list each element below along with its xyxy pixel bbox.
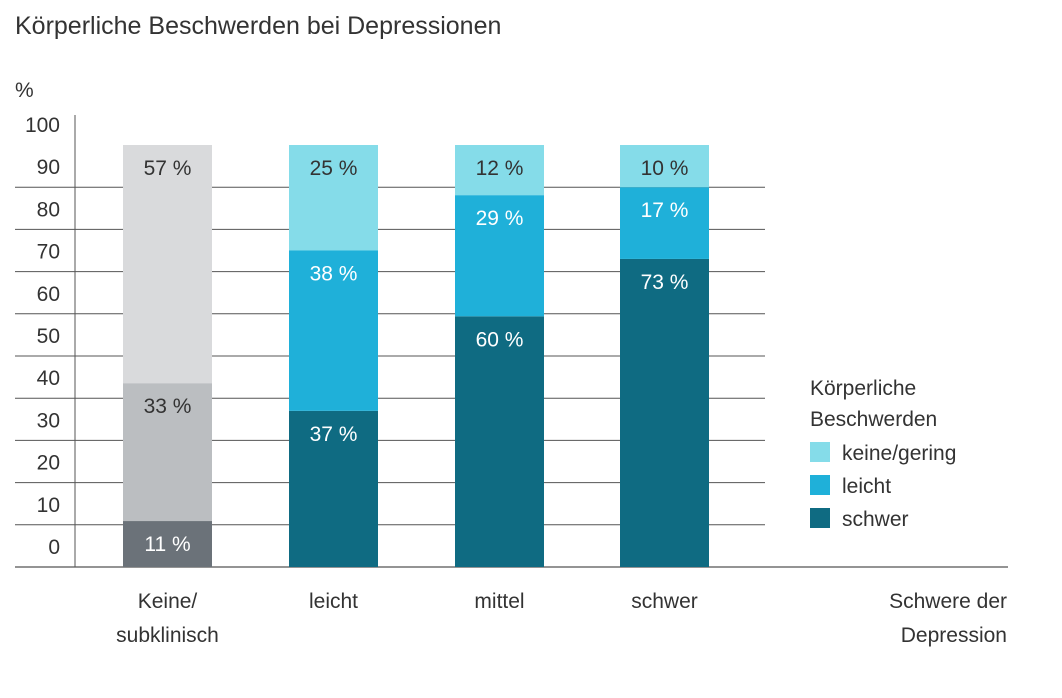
data-label: 25 % (310, 157, 358, 180)
bar-segment-leicht (289, 250, 378, 411)
bar-segment-schwer (620, 258, 709, 567)
chart-title: Körperliche Beschwerden bei Depressionen (15, 12, 501, 40)
legend-swatch (810, 442, 830, 462)
bar-segment-keine-gering (455, 145, 544, 196)
bar-segment-keine-gering (123, 145, 212, 384)
data-label: 11 % (144, 533, 190, 556)
bar-segment-schwer (455, 316, 544, 567)
legend-swatch (810, 475, 830, 495)
legend-label: keine/gering (842, 442, 956, 465)
legend-title: Beschwerden (810, 408, 937, 431)
y-tick-label: 100 (25, 114, 60, 137)
legend-swatch (810, 508, 830, 528)
x-axis-label: Depression (901, 624, 1007, 647)
y-tick-label: 90 (37, 156, 60, 179)
bar-segment-keine-gering (289, 145, 378, 251)
data-label: 60 % (476, 328, 524, 351)
bar-segment-leicht (620, 187, 709, 259)
legend-label: schwer (842, 508, 909, 531)
data-label: 33 % (144, 395, 192, 418)
legend-title: Körperliche (810, 377, 916, 400)
y-tick-label: 20 (37, 452, 60, 475)
y-tick-label: 70 (37, 241, 60, 264)
legend-label: leicht (842, 475, 891, 498)
data-label: 29 % (476, 207, 524, 230)
data-label: 73 % (641, 271, 689, 294)
bar-segment-leicht (123, 383, 212, 522)
data-label: 57 % (144, 157, 192, 180)
y-axis-label: % (15, 79, 34, 102)
data-label: 10 % (641, 157, 689, 180)
x-axis-label: Schwere der (889, 590, 1007, 613)
y-tick-label: 50 (37, 325, 60, 348)
x-tick-label: subklinisch (116, 624, 219, 647)
x-tick-label: leicht (309, 590, 358, 613)
data-label: 38 % (310, 263, 358, 286)
y-tick-label: 40 (37, 367, 60, 390)
y-tick-label: 0 (48, 536, 60, 559)
y-tick-label: 60 (37, 283, 60, 306)
x-tick-label: mittel (474, 590, 524, 613)
y-tick-label: 10 (37, 494, 60, 517)
x-tick-label: schwer (631, 590, 698, 613)
y-tick-label: 30 (37, 409, 60, 432)
data-label: 37 % (310, 423, 358, 446)
data-label: 17 % (641, 199, 689, 222)
data-label: 12 % (476, 157, 524, 180)
bar-segment-schwer (123, 521, 212, 567)
bar-segment-schwer (289, 410, 378, 567)
y-tick-label: 80 (37, 198, 60, 221)
x-tick-label: Keine/ (138, 590, 198, 613)
bar-segment-keine-gering (620, 145, 709, 188)
bar-segment-leicht (455, 195, 544, 317)
